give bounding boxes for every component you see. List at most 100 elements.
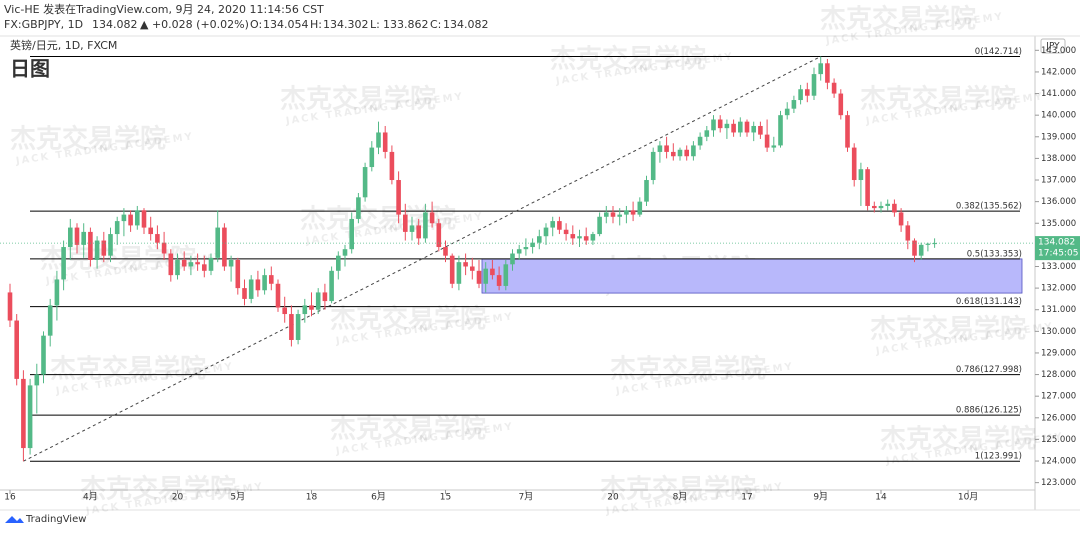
candle-body: [650, 151, 656, 181]
candle-body: [108, 234, 113, 256]
x-tick-label: 16: [4, 493, 16, 503]
candle-body: [711, 119, 716, 131]
candle-body: [81, 231, 86, 245]
candle-body: [202, 264, 207, 271]
trend-line: [23, 56, 821, 462]
candle-body: [543, 227, 549, 237]
fib-label: 1(123.991): [975, 452, 1022, 462]
candle-body: [557, 221, 562, 230]
candle-body: [382, 132, 388, 152]
candle-body: [443, 247, 448, 256]
candle-body: [269, 275, 274, 284]
candle-body: [490, 268, 495, 276]
candle-body: [503, 264, 509, 286]
currency-box: [1040, 38, 1066, 54]
candle-body: [932, 243, 937, 245]
y-tick-label: 133.000: [1041, 262, 1076, 272]
change: ▲ +0.028 (+0.02%): [140, 18, 249, 31]
candle-body: [423, 212, 428, 239]
y-tick-label: 123.000: [1041, 478, 1076, 488]
y-tick-label: 143.000: [1041, 46, 1076, 56]
watermark-text: 杰克交易学院: [600, 474, 756, 505]
candle-body: [429, 212, 435, 224]
y-tick-label: 125.000: [1041, 435, 1076, 445]
candle-body: [302, 305, 308, 315]
candle-body: [61, 247, 66, 280]
candle-body: [731, 123, 736, 133]
watermark-text: 杰克交易学院: [820, 4, 976, 35]
watermark-text: 杰克交易学院: [80, 474, 236, 505]
candle-body: [865, 169, 870, 206]
candle-body: [369, 147, 375, 168]
logo-icon: [5, 516, 24, 523]
candle-body: [436, 223, 442, 248]
currency: JPY: [1045, 42, 1060, 52]
candle-body: [892, 203, 897, 213]
y-tick-label: 137.000: [1041, 176, 1076, 186]
candle-body: [664, 145, 669, 152]
x-tick-label: 9月: [813, 492, 828, 503]
candle-body: [905, 225, 911, 241]
y-tick-label: 132.000: [1041, 284, 1076, 294]
candle-body: [851, 147, 857, 181]
x-tick-label: 8月: [673, 492, 688, 503]
candle-body: [195, 262, 200, 265]
candle-body: [583, 236, 589, 241]
fib-label: 0.5(133.353): [967, 249, 1022, 259]
candle-body: [275, 283, 281, 308]
y-tick-label: 131.000: [1041, 305, 1076, 315]
watermark-text: 杰克交易学院: [50, 354, 206, 385]
candle-body: [872, 205, 877, 209]
candle-body: [918, 244, 924, 256]
candle-body: [798, 89, 803, 101]
candle-body: [697, 136, 703, 146]
candle-body: [342, 249, 348, 256]
candle-body: [496, 275, 502, 286]
watermark-text: 杰克交易学院: [610, 354, 766, 385]
candle-body: [878, 205, 884, 209]
y-tick-label: 127.000: [1041, 392, 1076, 402]
fib-label: 0(142.714): [975, 47, 1022, 57]
candle-body: [329, 270, 334, 302]
candle-body: [470, 266, 475, 271]
last-price-label: 134.082: [1038, 238, 1075, 248]
x-tick-label: 20: [172, 493, 184, 503]
candle-body: [456, 262, 462, 284]
quote-label: O:: [250, 18, 262, 31]
y-tick-label: 138.000: [1041, 154, 1076, 164]
candle-body: [744, 121, 750, 133]
chart-subtitle: 英镑/日元, 1D, FXCM: [10, 38, 117, 52]
candle-body: [409, 225, 415, 232]
candle-body: [717, 119, 723, 129]
candle-body: [141, 210, 147, 228]
x-tick-label: 18: [306, 493, 318, 503]
candle-body: [778, 115, 783, 146]
candle-body: [135, 210, 140, 226]
x-tick-label: 15: [440, 493, 451, 503]
candle-body: [476, 270, 482, 284]
candle-body: [449, 255, 455, 284]
candle-body: [349, 218, 354, 250]
candle-body: [416, 225, 421, 239]
candle-body: [637, 201, 643, 215]
candle-body: [845, 115, 850, 148]
candle-body: [248, 279, 254, 299]
candle-body: [898, 212, 904, 226]
x-tick-label: 10月: [958, 492, 978, 503]
candle-body: [704, 130, 710, 137]
author-line: Vic-HE 发表在TradingView.com, 9月 24, 2020 1…: [4, 2, 324, 16]
candle-body: [155, 234, 160, 243]
y-tick-label: 130.000: [1041, 327, 1076, 337]
fib-label: 0.886(126.125): [956, 406, 1022, 416]
candle-body: [228, 260, 234, 267]
candle-body: [336, 255, 341, 271]
candle-body: [523, 247, 529, 250]
watermark-text: 杰克交易学院: [880, 424, 1036, 455]
brand: TradingView: [25, 514, 86, 525]
candle-body: [597, 216, 602, 235]
zone: [481, 258, 1023, 294]
candle-body: [322, 292, 328, 302]
quote-label: C:: [430, 18, 441, 31]
last-price-header: 134.082: [92, 18, 138, 31]
candle-body: [175, 260, 180, 276]
